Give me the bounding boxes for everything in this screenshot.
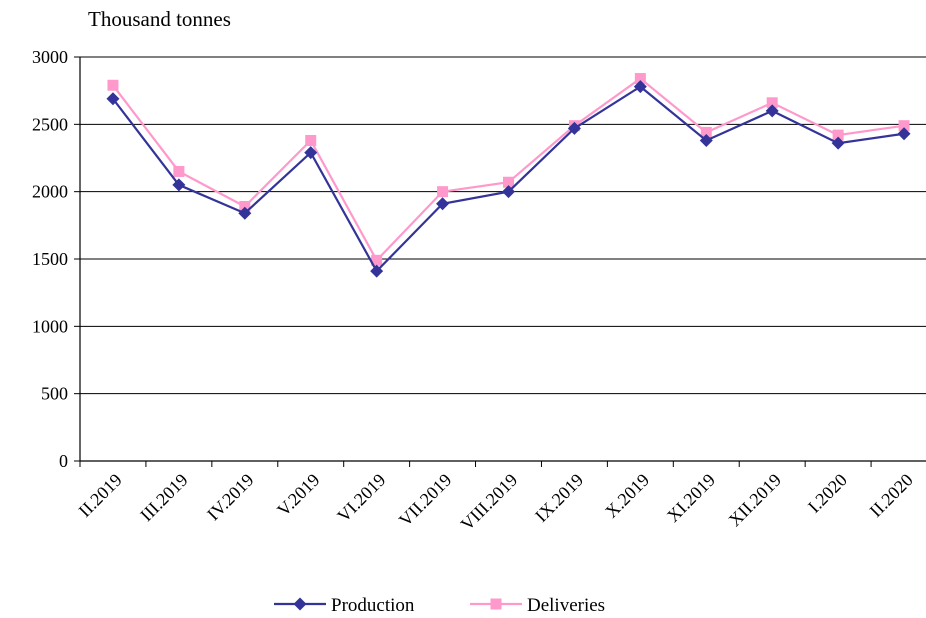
deliveries-point bbox=[305, 135, 316, 146]
x-tick-label: XI.2019 bbox=[663, 470, 719, 526]
series-layer bbox=[106, 73, 910, 278]
deliveries-line bbox=[113, 79, 904, 261]
y-axis-unit-label: Thousand tonnes bbox=[88, 7, 231, 31]
y-tick-label: 1000 bbox=[32, 316, 68, 336]
y-tick-label: 0 bbox=[59, 451, 68, 471]
y-tick-label: 2000 bbox=[32, 182, 68, 202]
y-tick-label: 1500 bbox=[32, 249, 68, 269]
x-tick-label: VIII.2019 bbox=[457, 470, 522, 535]
legend-label: Production bbox=[331, 595, 415, 616]
x-tick-label: I.2020 bbox=[804, 470, 851, 517]
legend-item-deliveries: Deliveries bbox=[470, 595, 605, 616]
x-tick-label: II.2020 bbox=[866, 470, 917, 521]
deliveries-point bbox=[437, 186, 448, 197]
deliveries-point bbox=[107, 80, 118, 91]
x-tick-label: X.2019 bbox=[601, 470, 653, 522]
x-tick-label: VI.2019 bbox=[333, 470, 389, 526]
deliveries-point bbox=[173, 166, 184, 177]
legend-item-production: Production bbox=[274, 595, 415, 616]
legend-swatch-marker bbox=[491, 599, 502, 610]
legend: Production Deliveries bbox=[274, 595, 605, 616]
series-deliveries bbox=[107, 73, 909, 266]
y-tick-label: 500 bbox=[41, 384, 68, 404]
x-tick-label: IX.2019 bbox=[531, 470, 587, 526]
legend-label: Deliveries bbox=[527, 595, 605, 616]
x-tick-label: III.2019 bbox=[136, 470, 191, 525]
x-axis-ticks: II.2019 III.2019 IV.2019 V.2019 VI.2019 VII.2… bbox=[75, 461, 926, 534]
x-tick-label: XII.2019 bbox=[725, 470, 785, 530]
x-tick-label: II.2019 bbox=[75, 470, 126, 521]
x-tick-label: VII.2019 bbox=[395, 470, 455, 530]
x-tick-label: IV.2019 bbox=[203, 470, 258, 525]
y-tick-label: 3000 bbox=[32, 47, 68, 67]
y-axis-ticks: 0 500 1000 1500 2000 2500 3000 bbox=[32, 47, 80, 471]
gridlines bbox=[80, 57, 926, 394]
legend-swatch-marker bbox=[294, 598, 307, 611]
x-tick-label: V.2019 bbox=[273, 470, 323, 520]
y-tick-label: 2500 bbox=[32, 114, 68, 134]
